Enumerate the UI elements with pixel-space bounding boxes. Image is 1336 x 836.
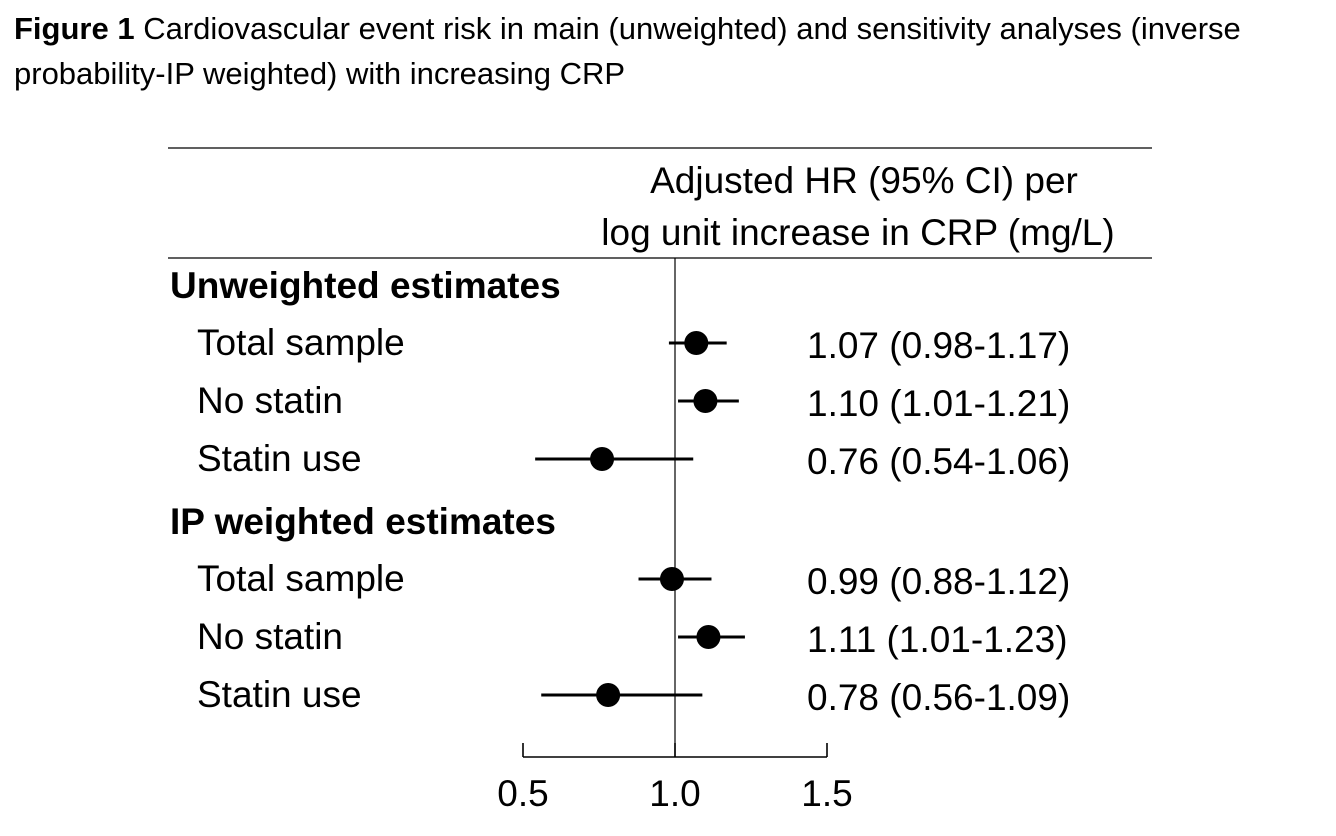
point-estimate (590, 447, 615, 471)
estimate-label: 1.07 (0.98-1.17) (807, 325, 1070, 366)
column-header-line-1: Adjusted HR (95% CI) per (650, 160, 1078, 201)
group-label: Unweighted estimates (170, 265, 561, 306)
row-label: Total sample (197, 558, 405, 599)
point-estimate (696, 625, 721, 649)
estimate-label: 1.10 (1.01-1.21) (807, 383, 1070, 424)
estimate-label: 0.78 (0.56-1.09) (807, 677, 1070, 718)
figure-caption-text: Cardiovascular event risk in main (unwei… (14, 11, 1241, 91)
forest-rows: Unweighted estimates Total sample 1.07 (0.… (170, 265, 1070, 718)
row-label: Statin use (197, 674, 362, 715)
point-estimate (596, 683, 621, 707)
x-tick-label: 0.5 (497, 773, 548, 814)
point-estimate (659, 567, 684, 591)
group-label: IP weighted estimates (170, 501, 556, 542)
estimate-label: 0.76 (0.54-1.06) (807, 441, 1070, 482)
row-label: Total sample (197, 322, 405, 363)
x-tick-label: 1.0 (649, 773, 700, 814)
point-estimate (684, 331, 709, 355)
point-estimate (693, 389, 718, 413)
figure-label: Figure 1 (14, 11, 135, 46)
estimate-label: 1.11 (1.01-1.23) (807, 619, 1068, 660)
row-label: No statin (197, 380, 343, 421)
column-header-line-2: log unit increase in CRP (mg/L) (601, 212, 1114, 253)
x-axis: 0.5 1.0 1.5 (497, 258, 853, 814)
figure-caption: Figure 1 Cardiovascular event risk in ma… (14, 6, 1330, 96)
row-label: No statin (197, 616, 343, 657)
x-tick-label: 1.5 (801, 773, 852, 814)
row-label: Statin use (197, 438, 362, 479)
estimate-label: 0.99 (0.88-1.12) (807, 561, 1070, 602)
